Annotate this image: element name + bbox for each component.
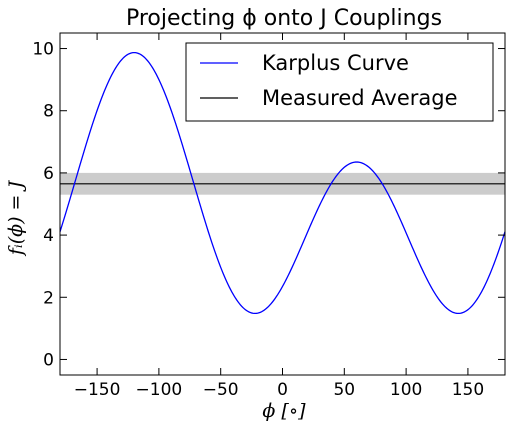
plot-area	[59, 51, 506, 353]
y-axis-label: fᵢ(ϕ) = J	[5, 179, 27, 257]
y-tick-label: 6	[43, 164, 54, 184]
legend: Karplus Curve Measured Average	[185, 42, 494, 122]
karplus-point	[207, 308, 210, 311]
y-tick-label: 8	[43, 102, 54, 122]
karplus-point	[225, 348, 228, 351]
y-tick-label: 2	[43, 288, 54, 308]
karplus-point	[188, 237, 191, 240]
legend-box	[185, 42, 494, 122]
karplus-point	[262, 296, 265, 299]
y-tick-label: 0	[43, 350, 54, 370]
karplus-point	[337, 144, 340, 147]
karplus-point	[466, 304, 469, 307]
karplus-point	[281, 221, 284, 224]
karplus-point	[318, 129, 321, 132]
karplus-point	[170, 158, 173, 161]
y-tick-label: 4	[43, 226, 54, 246]
karplus-point	[151, 90, 154, 93]
karplus-point	[429, 350, 432, 353]
x-tick-label: 0	[277, 380, 288, 400]
legend-karplus-label: Karplus Curve	[262, 51, 409, 75]
plot-frame	[59, 32, 506, 376]
x-tick-label: 150	[452, 380, 484, 400]
x-tick-label: 100	[390, 380, 422, 400]
karplus-point	[411, 333, 414, 336]
karplus-point	[244, 346, 247, 349]
x-tick-label: −100	[136, 380, 183, 400]
chart-title: Projecting ϕ onto J Couplings	[126, 6, 442, 31]
y-tick-label: 10	[32, 40, 54, 60]
karplus-curve-line	[59, 51, 506, 315]
karplus-point	[485, 275, 488, 278]
karplus-point	[300, 157, 303, 160]
x-tick-label: −50	[203, 380, 239, 400]
x-axis-label: ϕ [∘]	[262, 400, 306, 422]
karplus-point	[96, 102, 99, 105]
karplus-point	[392, 308, 395, 311]
karplus-point	[374, 256, 377, 259]
x-tick-label: −150	[74, 380, 121, 400]
legend-average-label: Measured Average	[262, 86, 458, 110]
karplus-point	[114, 56, 117, 59]
x-tick-label: 50	[333, 380, 355, 400]
karplus-point	[448, 340, 451, 343]
axis-ticks: −150 −100 −50 0 50 100 150 0 2 4 6 8 10	[32, 33, 505, 400]
